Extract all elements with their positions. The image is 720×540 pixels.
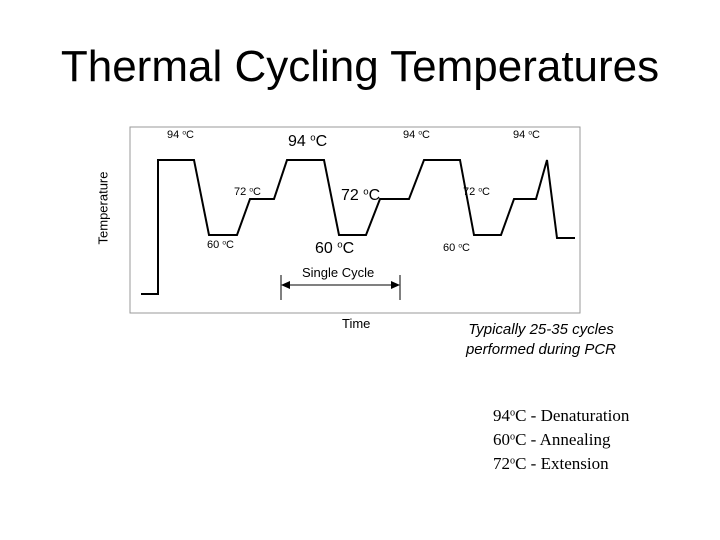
temp-label-72-cycle2: 72 oC (341, 186, 381, 204)
x-axis-label: Time (342, 316, 371, 331)
cycles-note-line-1: Typically 25-35 cycles (468, 321, 614, 338)
temperature-profile (141, 159, 575, 295)
temperature-legend: 94oC - Denaturation 60oC - Annealing 72o… (493, 404, 629, 476)
temp-label-60-cycle2: 60 oC (315, 239, 355, 257)
arrowhead-right (391, 281, 400, 289)
temp-label-60-cycle3: 60 oC (443, 242, 470, 254)
temp-label-94-peak4: 94 oC (513, 129, 540, 141)
arrowhead-left (281, 281, 290, 289)
temp-label-72-cycle3: 72 oC (463, 186, 490, 198)
page-title: Thermal Cycling Temperatures (60, 42, 660, 91)
temp-label-94-peak1: 94 oC (167, 129, 194, 141)
y-axis-label: Temperature (95, 171, 111, 245)
legend-item-extension: 72oC - Extension (493, 454, 609, 473)
temp-label-60-cycle1: 60 oC (207, 239, 234, 251)
cycles-note-line-2: performed during PCR (465, 341, 617, 358)
cycles-note: Typically 25-35 cycles performed during … (458, 320, 624, 360)
single-cycle-label: Single Cycle (302, 265, 375, 280)
temp-label-94-peak2: 94 oC (288, 132, 328, 150)
temp-label-72-cycle1: 72 oC (234, 186, 261, 198)
plot-frame (129, 126, 581, 314)
temp-label-94-peak3: 94 oC (403, 129, 430, 141)
legend-item-denaturation: 94oC - Denaturation (493, 406, 630, 425)
legend-item-annealing: 60oC - Annealing (493, 430, 611, 449)
